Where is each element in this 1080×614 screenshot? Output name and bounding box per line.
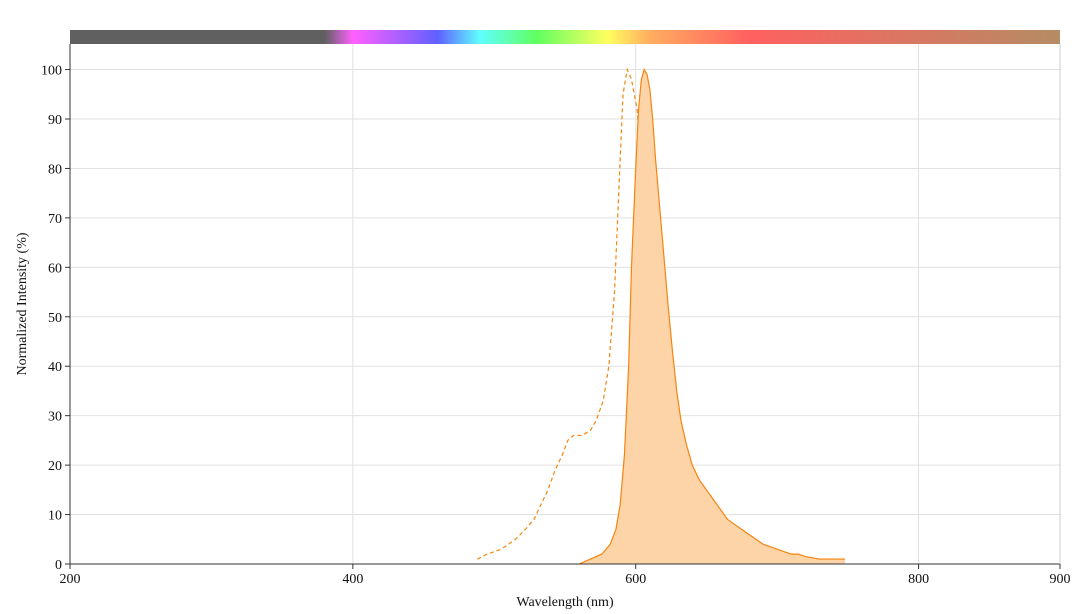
y-tick-label: 80 xyxy=(48,162,62,177)
y-tick-label: 30 xyxy=(48,410,62,425)
y-axis-title: Normalized Intensity (%) xyxy=(15,232,30,375)
y-tick-label: 100 xyxy=(41,64,62,79)
color-spectrum-bar xyxy=(70,30,1060,44)
x-tick-label: 400 xyxy=(342,572,363,587)
y-tick-label: 50 xyxy=(48,311,62,326)
x-tick-label: 200 xyxy=(60,572,81,587)
y-tick-label: 10 xyxy=(48,509,62,524)
emission-area xyxy=(579,69,846,564)
y-tick-label: 70 xyxy=(48,212,62,227)
y-tick-label: 60 xyxy=(48,261,62,276)
x-tick-label: 600 xyxy=(625,572,646,587)
x-axis-title: Wavelength (nm) xyxy=(516,595,614,610)
y-tick-label: 0 xyxy=(55,558,62,573)
y-tick-label: 20 xyxy=(48,459,62,474)
y-tick-label: 40 xyxy=(48,360,62,375)
x-tick-label: 800 xyxy=(908,572,929,587)
y-tick-label: 90 xyxy=(48,113,62,128)
excitation-line xyxy=(477,67,690,565)
x-tick-label: 900 xyxy=(1050,572,1071,587)
grid-lines xyxy=(69,44,1061,565)
axes: 0 10 20 30 40 50 60 70 80 90 100 200 400 600 800 900 xyxy=(41,44,1071,587)
series-layer xyxy=(477,67,846,565)
emission-line xyxy=(578,68,846,565)
